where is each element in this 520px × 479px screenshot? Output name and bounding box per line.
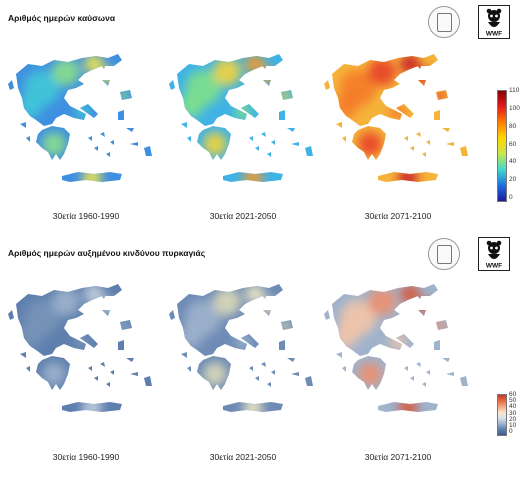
- colorbar-tick-label: 100: [509, 104, 520, 112]
- colorbar-tick-label: 0: [509, 428, 513, 435]
- colorbar-tick-label: 80: [509, 122, 517, 130]
- heatwave-panel: Αριθμός ημερών καύσωνα WWF 110 100 80 60 40 2…: [0, 0, 520, 232]
- colorbar-tick-label: 40: [509, 158, 517, 166]
- ministry-seal-logo: [428, 6, 460, 38]
- svg-text:WWF: WWF: [486, 31, 502, 38]
- colorbar-tick-label: 20: [509, 176, 517, 184]
- colorbar-tick-label: 60: [509, 391, 517, 398]
- colorbar-tick-label: 0: [509, 194, 513, 201]
- heatwave-map-1960-1990: [2, 44, 158, 194]
- colorbar-tick-label: 50: [509, 397, 517, 405]
- heatwave-map-2071-2100: [318, 44, 474, 194]
- fire-risk-map-2071-2100: [318, 274, 474, 424]
- ministry-seal-logo: [428, 238, 460, 270]
- fire-risk-period-1960-1990: 30ετία 1960-1990: [52, 452, 120, 462]
- heatwave-map-2021-2050: [163, 44, 319, 194]
- colorbar-tick-label: 110: [509, 87, 520, 94]
- colorbar-tick-label: 40: [509, 403, 517, 411]
- colorbar-tick-label: 10: [509, 421, 517, 429]
- fire-risk-period-2021-2050: 30ετία 2021-2050: [209, 452, 277, 462]
- wwf-logo: WWF: [478, 5, 510, 39]
- fire-risk-map-2021-2050: [163, 274, 319, 424]
- heatwave-period-1960-1990: 30ετία 1960-1990: [52, 211, 120, 221]
- colorbar-tick-label: 30: [509, 409, 517, 417]
- heatwave-period-2071-2100: 30ετία 2071-2100: [364, 211, 432, 221]
- colorbar-tick-label: 60: [509, 140, 517, 148]
- fire-risk-period-2071-2100: 30ετία 2071-2100: [364, 452, 432, 462]
- fire-risk-panel: Αριθμός ημερών αυξημένου κινδύνου πυρκαγ…: [0, 236, 520, 479]
- heatwave-colorbar: [497, 90, 507, 202]
- svg-text:WWF: WWF: [486, 263, 502, 270]
- wwf-logo: WWF: [478, 237, 510, 271]
- fire-risk-map-1960-1990: [2, 274, 158, 424]
- heatwave-panel-title: Αριθμός ημερών καύσωνα: [8, 13, 116, 23]
- fire-risk-panel-title: Αριθμός ημερών αυξημένου κινδύνου πυρκαγ…: [8, 248, 206, 258]
- heatwave-period-2021-2050: 30ετία 2021-2050: [209, 211, 277, 221]
- fire-risk-colorbar: [497, 394, 507, 436]
- colorbar-tick-label: 20: [509, 415, 517, 423]
